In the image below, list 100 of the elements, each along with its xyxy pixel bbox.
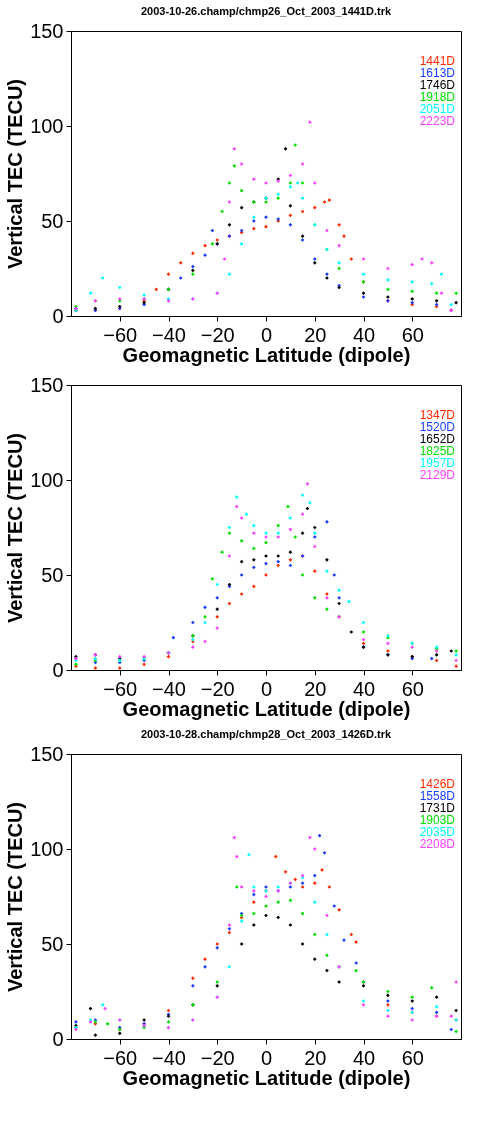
point bbox=[203, 243, 207, 248]
point bbox=[300, 196, 305, 201]
point bbox=[191, 264, 195, 269]
point bbox=[300, 531, 305, 536]
point bbox=[251, 885, 256, 889]
point bbox=[322, 850, 327, 855]
x-tick-label: 40 bbox=[352, 323, 376, 346]
point bbox=[332, 573, 337, 577]
point bbox=[300, 181, 305, 185]
y-tick-label: 0 bbox=[52, 1027, 64, 1050]
point bbox=[305, 481, 310, 486]
point bbox=[354, 968, 359, 973]
point bbox=[251, 911, 256, 916]
point bbox=[203, 639, 207, 644]
point bbox=[288, 203, 293, 208]
point bbox=[434, 995, 439, 1000]
point bbox=[410, 999, 415, 1003]
point bbox=[251, 565, 256, 570]
point bbox=[264, 913, 268, 918]
point bbox=[300, 234, 305, 239]
point bbox=[386, 266, 390, 271]
y-tick-label: 150 bbox=[30, 19, 64, 42]
point bbox=[354, 961, 359, 965]
x-tick-label: −20 bbox=[200, 1046, 235, 1069]
point bbox=[288, 557, 293, 562]
point bbox=[210, 576, 215, 581]
point bbox=[273, 854, 278, 859]
x-axis-title: Geomagnetic Latitude (dipole) bbox=[122, 1066, 411, 1089]
point bbox=[288, 184, 293, 189]
point bbox=[312, 525, 317, 530]
point bbox=[166, 1020, 171, 1024]
point bbox=[227, 926, 232, 931]
point bbox=[325, 519, 329, 524]
x-tick-label: −60 bbox=[103, 677, 138, 700]
point bbox=[239, 516, 244, 520]
point bbox=[117, 666, 122, 670]
point bbox=[361, 630, 366, 634]
text: 1746D bbox=[419, 78, 456, 92]
text: 1613D bbox=[419, 66, 456, 80]
text: 2129D bbox=[419, 468, 456, 482]
point bbox=[429, 656, 434, 661]
point bbox=[349, 630, 354, 634]
point bbox=[227, 181, 232, 185]
x-tick-label: 0 bbox=[260, 1046, 273, 1069]
point bbox=[88, 291, 93, 296]
point bbox=[337, 266, 341, 271]
point bbox=[347, 599, 351, 604]
point bbox=[276, 885, 281, 889]
text: 1731D bbox=[419, 801, 456, 815]
point bbox=[276, 523, 281, 528]
point bbox=[239, 162, 244, 166]
text: 1652D bbox=[419, 432, 456, 446]
point bbox=[288, 222, 293, 227]
point bbox=[439, 272, 444, 277]
point bbox=[251, 546, 256, 551]
text: 2035D bbox=[419, 825, 456, 839]
point bbox=[439, 291, 444, 296]
y-tick-label: 100 bbox=[30, 837, 64, 860]
point bbox=[203, 614, 207, 619]
point bbox=[276, 915, 281, 920]
point bbox=[232, 164, 237, 168]
y-axis-title: Vertical TEC (TECU) bbox=[4, 432, 27, 624]
x-tick-label: 20 bbox=[304, 677, 327, 700]
point bbox=[300, 512, 305, 517]
point bbox=[227, 923, 232, 927]
point bbox=[286, 504, 290, 509]
text: 1903D bbox=[419, 813, 456, 827]
point bbox=[234, 495, 239, 499]
point bbox=[93, 1033, 98, 1038]
point bbox=[178, 276, 183, 280]
point bbox=[191, 268, 195, 273]
point bbox=[322, 200, 327, 204]
point bbox=[93, 666, 98, 670]
point bbox=[312, 873, 317, 878]
point bbox=[239, 573, 244, 577]
y-axis-title: Vertical TEC (TECU) bbox=[4, 801, 27, 993]
point bbox=[227, 531, 232, 536]
y-tick-label: 0 bbox=[52, 304, 64, 327]
point bbox=[264, 894, 268, 899]
text: 1520D bbox=[419, 420, 456, 434]
point bbox=[215, 942, 220, 946]
point bbox=[283, 869, 288, 874]
point bbox=[312, 181, 317, 185]
point bbox=[239, 919, 244, 924]
point bbox=[220, 209, 224, 214]
point bbox=[227, 272, 232, 277]
point bbox=[449, 1027, 454, 1032]
point bbox=[410, 1018, 415, 1022]
y-tick-label: 0 bbox=[52, 658, 64, 681]
point bbox=[283, 146, 288, 151]
point bbox=[325, 913, 329, 918]
point bbox=[342, 234, 346, 239]
point bbox=[103, 1006, 107, 1011]
point bbox=[327, 198, 332, 202]
point bbox=[264, 215, 268, 220]
point bbox=[264, 540, 268, 545]
point bbox=[288, 885, 293, 889]
point bbox=[361, 291, 366, 296]
y-tick-label: 150 bbox=[30, 742, 64, 765]
point bbox=[449, 302, 454, 307]
